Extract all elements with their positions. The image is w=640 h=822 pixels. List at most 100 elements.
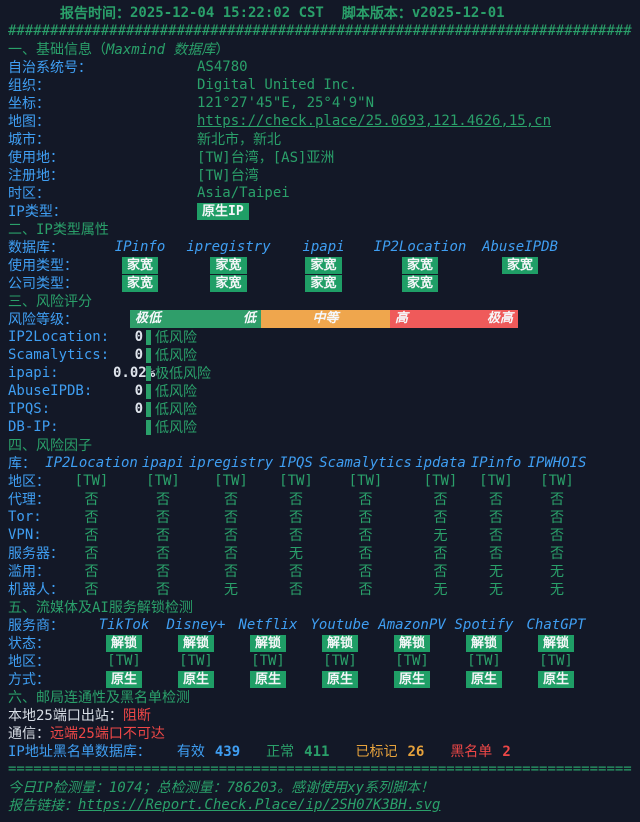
factor-cell: 否 [358,528,373,544]
report-time: 2025-12-04 15:22:02 CST [130,5,324,21]
factor-cell: 无 [489,564,503,580]
usage-location-value: [TW]台湾，[AS]亚洲 [197,150,335,166]
factor-cell: 否 [156,564,170,580]
provider-col-disney: Disney+ [166,617,226,633]
factor-cell: 否 [84,492,99,508]
company-cell: 家宽 [100,274,180,292]
native-badge: 原生 [249,670,286,688]
factor-row-server: 服务器： 否 否 否 无 否 否 否 否 [8,544,632,562]
stat-blacklisted-value: 2 [502,744,511,760]
risk-bar-high-segment: 高 极高 [390,310,518,328]
method-cell: 原生 [376,670,448,688]
unlock-badge: 解锁 [177,634,214,652]
factor-row-vpn: VPN: 否 否 否 否 否 无 否 否 [8,526,632,544]
db-col-ipapi: ipapi [302,239,345,255]
usage-cell: 家宽 [277,256,370,274]
row-risk-level: 风险等级： 极低 低 中等 高 极高 [8,310,632,328]
section1-title-source: Maxmind 数据库 [106,42,216,58]
registered-location-value: [TW]台湾 [197,168,259,184]
factor-cell: 无 [489,582,503,598]
report-link[interactable]: https://Report.Check.Place/ip/2SH07K3BH.… [78,797,441,813]
risk-text: 低风险 [155,348,197,364]
risk-bar-medium-segment: 中等 [261,310,390,328]
map-label: 地图： [8,114,50,130]
factor-label: 代理： [8,492,50,508]
row-city: 城市： 新北市，新北 [8,130,632,148]
factor-cell: 否 [433,564,448,580]
risk-bar-low-label: 低 [242,311,256,326]
unlock-badge: 解锁 [393,634,430,652]
risk-bar-high-label: 高 [395,311,409,326]
risk-level-bar: 极低 低 中等 高 极高 [130,310,518,328]
row-comm: 通信： 远端25端口不可达 [8,724,632,742]
usage-type-badge: 家宽 [121,256,158,274]
method-label: 方式： [8,672,50,688]
score-label: AbuseIPDB: [8,383,93,399]
score-label: DB-IP: [8,419,59,435]
db-col-ip2location: IP2Location [373,239,467,255]
factor-label: 滥用： [8,564,50,580]
section2-title: 二、IP类型属性 [8,222,109,238]
port25-label: 本地25端口出站： [8,708,123,724]
native-badge: 原生 [177,670,214,688]
report-time-label: 报告时间： [60,6,130,22]
provider-col-chatgpt: ChatGPT [526,617,586,633]
risk-bar-veryhigh-label: 极高 [486,311,513,326]
score-row-ipapi: ipapi: 0.02% 极低风险 [8,364,632,382]
factor-cell: 否 [84,564,99,580]
factor-cell: 否 [489,546,503,562]
company-type-badge: 家宽 [121,274,158,292]
factor-cell: 否 [84,528,99,544]
stat-blacklisted: 黑名单 2 [450,741,510,761]
ip-type-badge: 原生IP [197,202,249,220]
provider-col-netflix: Netflix [238,617,298,633]
factor-cell: 否 [489,510,503,526]
lib-col-scamalytics: Scamalytics [319,455,412,471]
usage-type-badge: 家宽 [501,256,538,274]
row-company-type: 公司类型： 家宽 家宽 家宽 家宽 [8,274,632,292]
factor-cell: 否 [289,492,303,508]
factor-cell: 无 [550,582,564,598]
score-row-ipqs: IPQS: 0 低风险 [8,400,632,418]
row-usage-location: 使用地： [TW]台湾，[AS]亚洲 [8,148,632,166]
provider-col-spotify: Spotify [454,617,514,633]
row-coords: 坐标： 121°27'45"E, 25°4'9"N [8,94,632,112]
unlock-badge: 解锁 [321,634,358,652]
score-row-ip2location: IP2Location: 0 低风险 [8,328,632,346]
stream-region-cell: [TW] [539,653,573,669]
lib-col-ipinfo: IPinfo [470,455,522,471]
factor-row-abuse: 滥用： 否 否 否 否 否 否 无 无 [8,562,632,580]
factor-cell: 否 [84,546,99,562]
native-badge: 原生 [393,670,430,688]
score-value: 0 [134,383,143,399]
map-link[interactable]: https://check.place/25.0693,121.4626,15,… [197,113,552,129]
org-label: 组织： [8,78,50,94]
factor-cell: [TW] [540,473,574,489]
company-type-badge: 家宽 [210,274,247,292]
score-value: 0 [134,347,143,363]
score-label: IPQS: [8,401,51,417]
factor-cell: 否 [358,510,373,526]
section6-title: 六、邮局连通性及黑名单检测 [8,690,190,706]
native-badge: 原生 [321,670,358,688]
risk-marker [146,383,151,399]
method-cell: 原生 [160,670,232,688]
lib-col-ip2location: IP2Location [45,455,138,471]
section1-title-suffix: ） [215,42,230,58]
risk-text: 低风险 [155,420,197,436]
factor-cell: 否 [489,528,503,544]
company-cell: 家宽 [277,274,370,292]
factor-row-bot: 机器人： 否 否 无 否 否 无 无 无 [8,580,632,598]
row-stream-method: 方式： 原生 原生 原生 原生 原生 原生 原生 [8,670,632,688]
asn-value: AS4780 [197,59,248,75]
timezone-label: 时区： [8,186,50,202]
comm-value: 远端25端口不可达 [50,726,165,742]
factor-cell: 否 [289,528,303,544]
status-cell: 解锁 [160,634,232,652]
factor-cell: 否 [289,510,303,526]
usage-type-badge: 家宽 [210,256,247,274]
usage-cell: 家宽 [180,256,277,274]
score-value: 0.02% [113,365,156,381]
db-col-ipregistry: ipregistry [186,239,271,255]
footer-report: 报告链接： https://Report.Check.Place/ip/2SH07… [8,796,632,814]
